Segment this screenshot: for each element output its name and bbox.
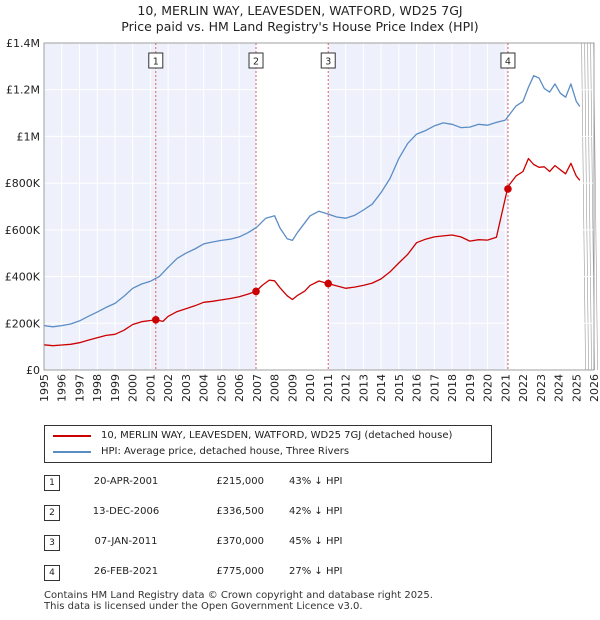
x-tick-label: 2019 bbox=[464, 374, 477, 402]
legend-label-hpi: HPI: Average price, detached house, Thre… bbox=[101, 446, 350, 457]
sale-point bbox=[504, 185, 512, 193]
series-line-property bbox=[43, 157, 581, 347]
series-line-hpi bbox=[43, 75, 581, 328]
transaction-date: 20-APR-2001 bbox=[93, 476, 159, 487]
x-tick-label: 2001 bbox=[144, 374, 157, 402]
y-tick-label: £200K bbox=[5, 317, 41, 330]
x-tick-label: 2004 bbox=[198, 374, 211, 402]
chart-title: 10, MERLIN WAY, LEAVESDEN, WATFORD, WD25… bbox=[137, 3, 463, 18]
transaction-marker-label: 4 bbox=[505, 57, 511, 68]
transaction-price: £336,500 bbox=[216, 506, 264, 517]
x-tick-label: 1998 bbox=[91, 374, 104, 402]
transaction-price: £775,000 bbox=[216, 566, 264, 577]
x-tick-label: 2024 bbox=[553, 374, 566, 402]
transaction-marker-label: 1 bbox=[153, 57, 159, 68]
hatch-line bbox=[587, 42, 592, 371]
transaction-date: 07-JAN-2011 bbox=[94, 536, 158, 547]
transaction-number: 4 bbox=[44, 565, 60, 581]
sale-point bbox=[252, 287, 260, 296]
x-tick-label: 2021 bbox=[499, 374, 512, 402]
x-tick-label: 2003 bbox=[180, 374, 193, 402]
legend-swatch-property bbox=[53, 435, 91, 437]
sale-point bbox=[151, 315, 160, 324]
x-tick-label: 1996 bbox=[56, 374, 69, 402]
x-tick-label: 2013 bbox=[357, 374, 370, 402]
transaction-number: 1 bbox=[44, 475, 60, 491]
table-row: 1 20-APR-2001 £215,000 43% ↓ HPI bbox=[44, 474, 464, 504]
price-chart: £0 £200K £400K £600K £800K £1M £1.2M £1.4M 1995 1… bbox=[5, 37, 600, 402]
chart-subtitle: Price paid vs. HM Land Registry's House … bbox=[121, 19, 479, 34]
ownership-band bbox=[507, 43, 594, 370]
transaction-date: 26-FEB-2021 bbox=[93, 566, 159, 577]
legend: 10, MERLIN WAY, LEAVESDEN, WATFORD, WD25… bbox=[44, 425, 492, 463]
transaction-number: 3 bbox=[44, 535, 60, 551]
legend-label-property: 10, MERLIN WAY, LEAVESDEN, WATFORD, WD25… bbox=[101, 430, 453, 441]
transaction-marker-box bbox=[500, 52, 516, 69]
transaction-date: 13-DEC-2006 bbox=[92, 506, 160, 517]
x-tick-label: 2025 bbox=[570, 374, 583, 402]
x-tick-label: 2000 bbox=[127, 374, 140, 402]
x-tick-label: 2007 bbox=[251, 374, 264, 402]
hatch-line bbox=[584, 42, 589, 371]
table-row: 2 13-DEC-2006 £336,500 42% ↓ HPI bbox=[44, 504, 464, 534]
footer: Contains HM Land Registry data © Crown c… bbox=[44, 590, 433, 612]
plot-border bbox=[43, 42, 595, 371]
hatch-line bbox=[581, 42, 586, 371]
y-tick-label: £400K bbox=[5, 271, 41, 284]
transaction-marker-label: 3 bbox=[325, 57, 331, 68]
x-tick-label: 1999 bbox=[109, 374, 122, 402]
x-tick-label: 2002 bbox=[162, 374, 175, 402]
transaction-marker-box bbox=[148, 52, 164, 69]
x-tick-label: 2014 bbox=[375, 374, 388, 402]
transaction-price: £215,000 bbox=[216, 476, 264, 487]
x-tick-label: 2011 bbox=[322, 374, 335, 402]
y-tick-label: £1M bbox=[17, 130, 41, 143]
x-tick-label: 2006 bbox=[233, 374, 246, 402]
x-tick-label: 1997 bbox=[73, 374, 86, 402]
y-tick-label: £800K bbox=[5, 177, 41, 190]
transaction-hpi: 27% ↓ HPI bbox=[289, 566, 343, 577]
transaction-price: £370,000 bbox=[216, 536, 264, 547]
footer-line-1: Contains HM Land Registry data © Crown c… bbox=[44, 590, 433, 601]
x-tick-label: 2026 bbox=[588, 374, 600, 402]
x-tick-label: 2017 bbox=[428, 374, 441, 402]
transaction-marker-box bbox=[320, 52, 336, 69]
table-row: 3 07-JAN-2011 £370,000 45% ↓ HPI bbox=[44, 534, 464, 564]
y-tick-label: £600K bbox=[5, 224, 41, 237]
legend-swatch-hpi bbox=[53, 451, 91, 453]
transaction-hpi: 43% ↓ HPI bbox=[289, 476, 343, 487]
y-tick-label: £0 bbox=[26, 364, 40, 377]
transaction-hpi: 45% ↓ HPI bbox=[289, 536, 343, 547]
x-tick-label: 2012 bbox=[340, 374, 353, 402]
footer-line-2: This data is licensed under the Open Gov… bbox=[44, 601, 363, 612]
transaction-marker-label: 2 bbox=[253, 57, 259, 68]
transactions-table: 1 20-APR-2001 £215,000 43% ↓ HPI 2 13-DE… bbox=[44, 474, 464, 594]
x-tick-label: 2015 bbox=[393, 374, 406, 402]
y-tick-label: £1.2M bbox=[6, 84, 40, 97]
transaction-marker-box bbox=[248, 52, 264, 69]
x-tick-label: 1995 bbox=[38, 374, 51, 402]
x-tick-label: 2016 bbox=[411, 374, 424, 402]
x-tick-label: 2008 bbox=[269, 374, 282, 402]
sale-point bbox=[324, 279, 333, 288]
y-tick-label: £1.4M bbox=[6, 37, 40, 50]
transaction-hpi: 42% ↓ HPI bbox=[289, 506, 343, 517]
table-row: 4 26-FEB-2021 £775,000 27% ↓ HPI bbox=[44, 564, 464, 594]
x-tick-label: 2022 bbox=[517, 374, 530, 402]
x-tick-label: 2010 bbox=[304, 374, 317, 402]
x-tick-label: 2005 bbox=[215, 374, 228, 402]
x-tick-label: 2020 bbox=[482, 374, 495, 402]
x-tick-label: 2009 bbox=[286, 374, 299, 402]
x-tick-label: 2023 bbox=[535, 374, 548, 402]
x-tick-label: 2018 bbox=[446, 374, 459, 402]
transaction-number: 2 bbox=[44, 505, 60, 521]
